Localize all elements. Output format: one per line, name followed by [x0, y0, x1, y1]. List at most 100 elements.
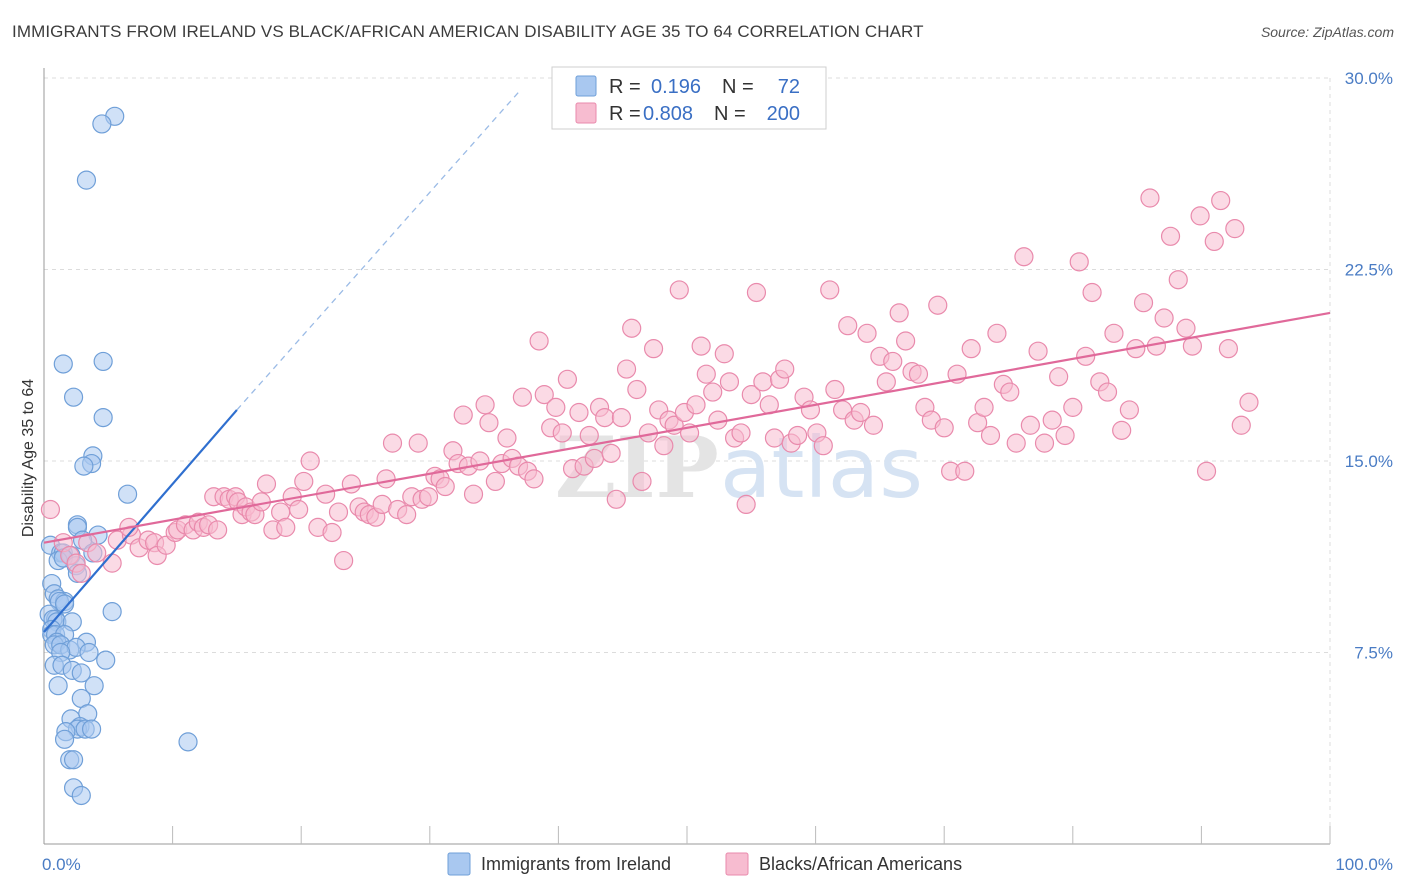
point-pink-146: [908, 364, 929, 384]
point-pink-74: [497, 428, 517, 448]
point-pink-72: [485, 471, 505, 492]
point-pink-168: [1055, 425, 1075, 446]
legend-r-label-1: R =: [609, 76, 641, 98]
tick-labels: 7.5% 15.0% 22.5% 30.0% 0.0% 100.0%: [42, 69, 1393, 874]
point-pink-121: [753, 372, 773, 392]
point-blue-9: [74, 456, 94, 476]
point-pink-53: [376, 469, 396, 489]
legend-swatch-pink: [575, 102, 597, 124]
point-pink-115: [719, 372, 740, 392]
point-pink-192: [1225, 219, 1245, 239]
point-pink-183: [1160, 226, 1181, 246]
y-tick-label-1: 15.0%: [1345, 452, 1393, 471]
point-pink-127: [787, 425, 808, 446]
point-pink-94: [606, 489, 626, 509]
point-pink-167: [1049, 367, 1069, 387]
point-blue-62: [81, 719, 102, 739]
point-pink-123: [764, 428, 785, 448]
point-blue-30: [102, 602, 122, 622]
point-pink-177: [1119, 400, 1139, 420]
point-pink-69: [470, 451, 490, 471]
series-ireland-points: [39, 106, 198, 806]
point-pink-4: [71, 563, 91, 583]
point-pink-176: [1112, 420, 1132, 440]
point-pink-34: [256, 474, 277, 494]
point-pink-166: [1042, 410, 1062, 430]
point-pink-194: [1239, 392, 1259, 412]
point-pink-40: [294, 471, 314, 492]
legend-r-value-2: 0.808: [643, 103, 693, 125]
point-pink-120: [746, 282, 767, 303]
point-blue-52: [71, 663, 91, 683]
point-pink-131: [813, 436, 833, 456]
point-pink-174: [1097, 382, 1118, 402]
point-pink-71: [479, 413, 499, 433]
trend-lines: [43, 90, 1331, 633]
point-blue-54: [84, 676, 104, 696]
point-pink-161: [1006, 433, 1026, 453]
point-pink-84: [552, 423, 572, 443]
point-pink-179: [1133, 293, 1154, 313]
point-pink-137: [851, 402, 871, 423]
point-pink-77: [512, 387, 532, 407]
point-pink-139: [863, 415, 884, 435]
point-blue-1: [92, 114, 112, 134]
point-pink-119: [741, 385, 761, 405]
point-pink-150: [934, 418, 954, 438]
point-pink-153: [955, 461, 975, 481]
chart-title: IMMIGRANTS FROM IRELAND VS BLACK/AFRICAN…: [12, 22, 924, 41]
point-pink-172: [1082, 282, 1102, 303]
point-pink-79: [524, 469, 544, 489]
legend-r-label-2: R =: [609, 103, 641, 125]
legend-n-label-1: N =: [722, 76, 754, 98]
point-pink-114: [714, 344, 734, 364]
bottom-legend-label-black: Blacks/African Americans: [759, 854, 962, 874]
point-pink-141: [876, 372, 896, 392]
point-pink-158: [987, 323, 1007, 343]
point-pink-184: [1168, 270, 1188, 290]
point-pink-70: [475, 395, 495, 415]
point-blue-6: [93, 407, 113, 428]
point-pink-189: [1204, 231, 1224, 252]
bottom-legend-swatch-blue: [447, 852, 471, 876]
y-axis-title: Disability Age 35 to 64: [20, 379, 37, 537]
point-pink-160: [1000, 382, 1020, 402]
point-pink-163: [1020, 415, 1040, 435]
point-blue-4: [93, 351, 113, 372]
legend-n-label-2: N =: [714, 103, 746, 125]
bottom-legend-label-ireland: Immigrants from Ireland: [481, 854, 671, 874]
point-pink-98: [627, 379, 647, 400]
point-pink-47: [341, 474, 361, 494]
point-pink-81: [534, 385, 554, 405]
point-blue-68: [71, 785, 91, 806]
point-pink-97: [622, 318, 642, 338]
point-pink-138: [857, 323, 877, 343]
point-pink-63: [435, 476, 455, 497]
point-pink-101: [643, 339, 664, 359]
point-blue-10: [117, 484, 138, 504]
point-pink-164: [1028, 341, 1048, 361]
point-pink-23: [208, 520, 228, 540]
legend-n-value-1: 72: [778, 76, 800, 98]
point-pink-44: [322, 522, 342, 543]
bottom-legend: Immigrants from Ireland Blacks/African A…: [447, 852, 962, 876]
point-pink-83: [546, 397, 566, 417]
point-pink-99: [632, 471, 652, 492]
point-blue-29: [54, 594, 75, 614]
point-blue-46: [79, 642, 99, 663]
point-blue-53: [48, 676, 68, 696]
y-tick-label-3: 30.0%: [1345, 69, 1393, 88]
point-pink-68: [463, 484, 484, 504]
point-pink-96: [616, 359, 637, 379]
point-blue-3: [53, 354, 73, 374]
point-pink-162: [1014, 247, 1034, 267]
point-pink-191: [1218, 339, 1239, 359]
chart-source: Source: ZipAtlas.com: [1260, 24, 1394, 40]
point-pink-188: [1196, 461, 1217, 481]
point-pink-144: [896, 331, 916, 351]
trend-line-black: [43, 311, 1331, 544]
point-pink-106: [669, 280, 689, 300]
trend-line-ireland: [43, 409, 238, 633]
point-pink-54: [382, 433, 403, 453]
